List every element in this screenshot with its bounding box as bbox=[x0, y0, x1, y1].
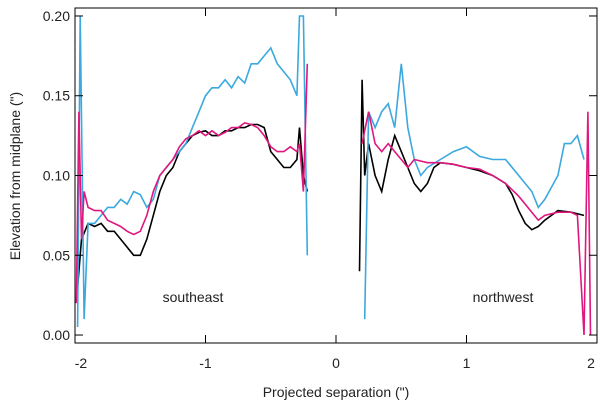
x-tick-label: 0 bbox=[332, 355, 340, 371]
y-tick-label: 0.10 bbox=[43, 168, 70, 184]
data-line bbox=[75, 63, 592, 336]
data-line bbox=[76, 79, 585, 288]
y-tick-label: 0.15 bbox=[43, 88, 70, 104]
x-tick-label: 2 bbox=[587, 355, 595, 371]
x-tick-label: -2 bbox=[75, 355, 88, 371]
y-tick-label: 0.00 bbox=[43, 327, 70, 343]
y-axis-label: Elevation from midplane (") bbox=[7, 92, 23, 260]
data-line bbox=[76, 15, 585, 328]
plot-area bbox=[75, 15, 592, 336]
x-tick-label: 1 bbox=[463, 355, 471, 371]
annotation: northwest bbox=[473, 289, 534, 305]
x-axis-label: Projected separation (") bbox=[263, 384, 410, 400]
x-tick-label: -1 bbox=[199, 355, 212, 371]
annotation: southeast bbox=[163, 289, 224, 305]
y-tick-label: 0.05 bbox=[43, 247, 70, 263]
y-tick-label: 0.20 bbox=[43, 8, 70, 24]
